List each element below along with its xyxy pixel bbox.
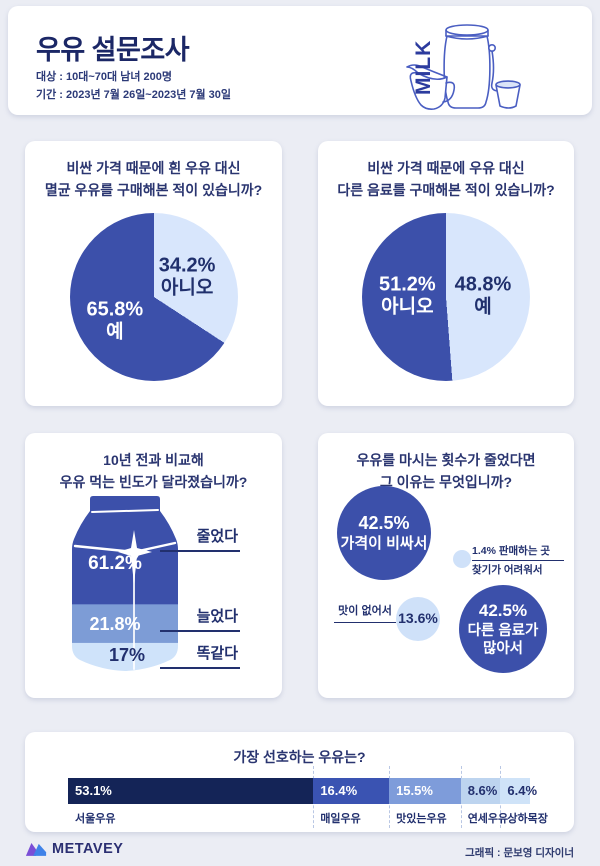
pie-chart-q1: 34.2% 아니오 65.8% 예 [69, 213, 238, 382]
bar-segment-label: 연세우유 [467, 813, 509, 825]
pie-chart-q2: 51.2% 아니오 48.8% 예 [362, 213, 530, 382]
preference-bar-labels: 서울우유 매일우유 맛있는우유 연세우유 상하목장 [68, 810, 548, 826]
q3-pct-same: 17% [108, 645, 146, 665]
q3-label-increased: 늘었다 [160, 605, 240, 632]
milk-illustration-label: MILK [412, 40, 435, 95]
milk-jug-drawing [406, 64, 456, 110]
bar-segment: 15.5% [389, 778, 461, 804]
q2-no-label: 51.2% 아니오 [379, 273, 436, 318]
header-card: 우유 설문조사 대상 : 10대~70대 남녀 200명 기간 : 2023년 … [8, 6, 592, 115]
bar-segment-label: 서울우유 [75, 813, 116, 825]
bubble-other-drinks: 42.5% 다른 음료가 많아서 [459, 585, 547, 673]
carton-band-increased [72, 604, 178, 645]
preference-bar-area: 53.1% 16.4% 15.5% 8.6% 6.4% 서울우유 매일우유 맛있는우유 연세우… [68, 766, 548, 830]
q2-yes-label: 48.8% 예 [454, 273, 512, 318]
milk-cup-drawing [495, 80, 521, 109]
panel-q2-other-drinks: 비싼 가격 때문에 우유 대신 다른 음료를 구매해본 적이 있습니까? 51.… [318, 141, 574, 406]
panel-q4-reasons: 우유를 마시는 횟수가 줄었다면 그 이유는 무엇입니까? 42.5% 가격이 … [318, 433, 574, 698]
milk-illustration: MILK [406, 24, 521, 110]
q1-no-label: 34.2% 아니오 [158, 254, 216, 299]
milk-carton-chart [72, 496, 178, 671]
panel-q5-preferred-milk: 가장 선호하는 우유는? 53.1% 16.4% 15.5% 8.6% 6.4% 서울우… [25, 732, 574, 832]
panel-q1-sterilized-milk: 비싼 가격 때문에 흰 우유 대신 멸균 우유를 구매해본 적이 있습니까? 3… [25, 141, 282, 406]
bubble-hard-to-find [453, 550, 471, 568]
q5-title: 가장 선호하는 우유는? [233, 749, 366, 765]
q2-title: 비싼 가격 때문에 우유 대신 다른 음료를 구매해본 적이 있습니까? [337, 160, 555, 198]
metavey-logo-icon [25, 843, 47, 856]
survey-target: 대상 : 10대~70대 남녀 200명 [36, 71, 172, 83]
q3-pct-increased: 21.8% [89, 614, 141, 634]
metavey-logo: METAVEY [25, 840, 123, 857]
bar-segment-label: 매일우유 [320, 813, 361, 825]
bar-segment-label: 맛있는우유 [396, 813, 447, 825]
bar-segment-label: 상하목장 [507, 813, 548, 825]
bar-segment: 8.6% [460, 778, 501, 804]
q3-title: 10년 전과 비교해 우유 먹는 빈도가 달라졌습니까? [59, 452, 248, 490]
designer-credit: 그래픽 : 문보영 디자이너 [465, 847, 574, 859]
bubble-bad-taste-label: 맛이 없어서 [334, 602, 396, 623]
q1-yes-label: 65.8% 예 [86, 298, 144, 343]
bubble-price-expensive: 42.5% 가격이 비싸서 [337, 486, 431, 580]
page-title: 우유 설문조사 [36, 35, 190, 65]
bar-segment: 53.1% [68, 778, 314, 804]
milk-can-drawing [443, 24, 500, 109]
bar-segment: 16.4% [313, 778, 390, 804]
bar-segment: 6.4% [500, 778, 537, 804]
bubble-bad-taste: 13.6% [396, 597, 440, 641]
q3-label-decreased: 줄었다 [160, 525, 240, 552]
metavey-logo-text: METAVEY [52, 840, 124, 857]
bubble-hard-to-find-label: 1.4% 판매하는 곳 찾기가 어려워서 [472, 544, 564, 577]
q3-pct-decreased: 61.2% [88, 553, 142, 574]
panel-q3-frequency-change: 10년 전과 비교해 우유 먹는 빈도가 달라졌습니까? 61.2% 21.8 [25, 433, 282, 698]
preference-bar: 53.1% 16.4% 15.5% 8.6% 6.4% [68, 778, 537, 804]
q4-title: 우유를 마시는 횟수가 줄었다면 그 이유는 무엇입니까? [356, 452, 536, 490]
carton-sparkle-icon [118, 530, 152, 584]
survey-period: 기간 : 2023년 7월 26일~2023년 7월 30일 [36, 89, 232, 101]
q3-label-same: 똑같다 [160, 642, 240, 669]
q1-title: 비싼 가격 때문에 흰 우유 대신 멸균 우유를 구매해본 적이 있습니까? [44, 160, 263, 198]
